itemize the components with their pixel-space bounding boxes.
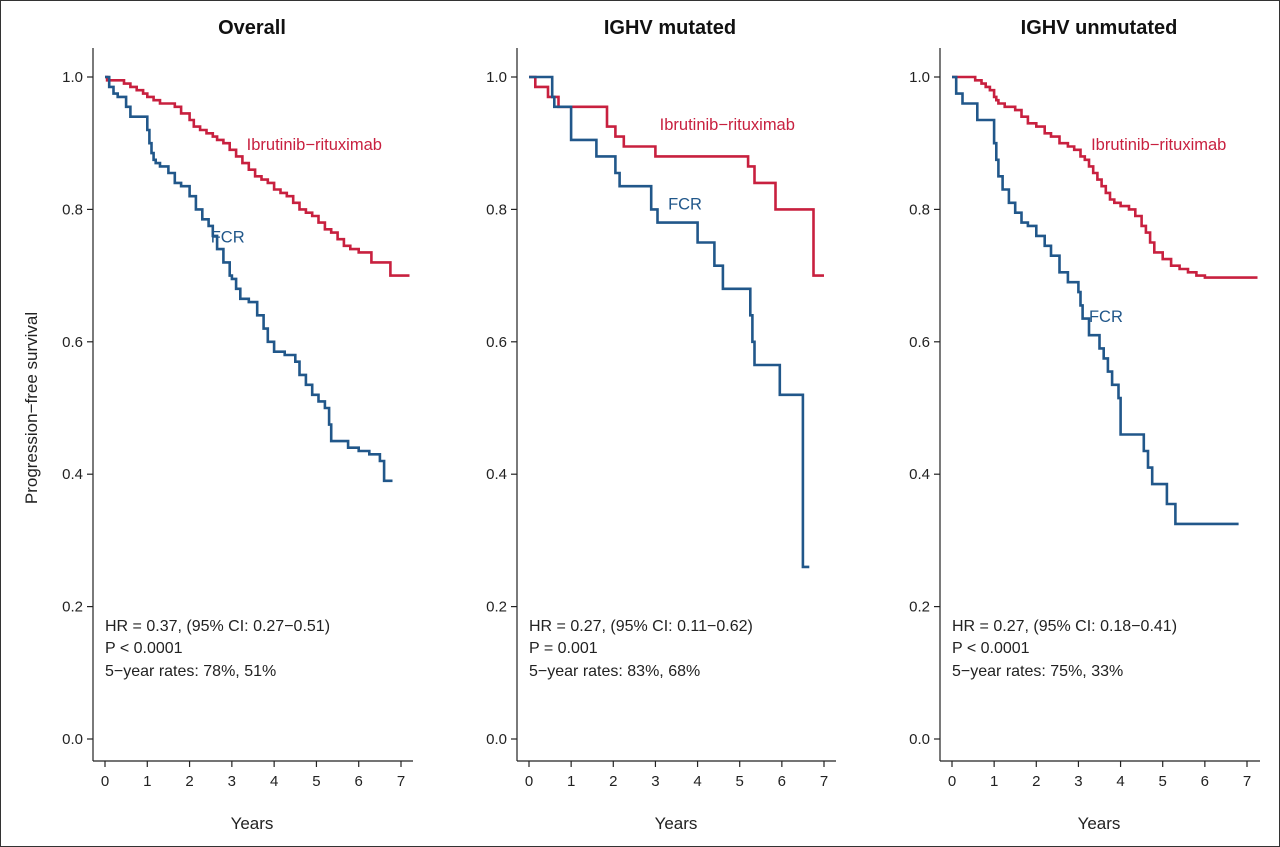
x-tick-label: 0	[525, 773, 533, 790]
x-tick-label: 7	[820, 773, 828, 790]
y-axis-label: Progression−free survival	[22, 312, 41, 504]
y-tick-label: 0.2	[486, 599, 507, 616]
five-year-rates-text: 5−year rates: 75%, 33%	[952, 663, 1123, 680]
y-tick-label: 0.0	[62, 731, 83, 748]
survival-curves: Ibrutinib−rituximab FCR	[952, 75, 1258, 526]
panel-title: IGHV mutated	[604, 17, 736, 39]
x-tick-label: 0	[101, 773, 109, 790]
p-value-text: P < 0.0001	[952, 640, 1030, 657]
panel-title: Overall	[218, 17, 286, 39]
fcr-curve	[105, 75, 393, 483]
five-year-rates-text: 5−year rates: 78%, 51%	[105, 663, 276, 680]
x-tick-label: 2	[609, 773, 617, 790]
y-tick-label: 0.2	[62, 599, 83, 616]
x-tick-label: 4	[270, 773, 278, 790]
x-tick-label: 5	[312, 773, 320, 790]
ibrutinib-rituximab-label: Ibrutinib−rituximab	[247, 136, 382, 154]
panel-ighv-mutated: IGHV mutated 0.00.20.40.60.81.00 1 2 3 4 5 6 7 …	[486, 17, 836, 833]
fcr-label: FCR	[668, 195, 702, 213]
hazard-ratio-text: HR = 0.27, (95% CI: 0.18−0.41)	[952, 618, 1177, 635]
ibrutinib-rituximab-curve	[105, 75, 410, 277]
panel-title: IGHV unmutated	[1021, 17, 1178, 39]
x-tick-label: 7	[1243, 773, 1251, 790]
x-axis-label: Years	[655, 814, 698, 833]
panel-ighv-unmutated: IGHV unmutated 0.0 0.2 0.4 0.6 0.8 1.0 0 1 2 3 4 5 6…	[909, 17, 1260, 833]
x-tick-label: 6	[355, 773, 363, 790]
x-tick-label: 4	[1116, 773, 1124, 790]
y-tick-label: 0.2	[909, 599, 930, 616]
x-axis-label: Years	[231, 814, 274, 833]
y-tick-label: 0.6	[486, 334, 507, 351]
x-tick-label: 5	[1159, 773, 1167, 790]
x-tick-label: 1	[567, 773, 575, 790]
axes: 0.0 0.2 0.4 0.6 0.8 1.0 0 1 2 3 4 5 6 7	[486, 48, 836, 790]
x-tick-label: 6	[1201, 773, 1209, 790]
x-tick-label: 3	[228, 773, 236, 790]
y-tick-label: 0.4	[486, 466, 507, 483]
x-tick-label: 2	[185, 773, 193, 790]
ibrutinib-rituximab-curve	[952, 75, 1258, 279]
x-tick-label: 1	[990, 773, 998, 790]
y-tick-label: 0.6	[909, 334, 930, 351]
y-tick-label: 0.4	[62, 466, 83, 483]
y-tick-label: 0.8	[486, 201, 507, 218]
y-tick-label: 0.0	[486, 731, 507, 748]
hazard-ratio-text: HR = 0.27, (95% CI: 0.11−0.62)	[529, 618, 753, 635]
x-tick-label: 3	[1074, 773, 1082, 790]
y-tick-label: 0.0	[909, 731, 930, 748]
x-tick-label: 5	[736, 773, 744, 790]
y-tick-label: 0.8	[62, 201, 83, 218]
y-tick-label: 0.8	[909, 201, 930, 218]
hazard-ratio-text: HR = 0.37, (95% CI: 0.27−0.51)	[105, 618, 330, 635]
ibrutinib-rituximab-label: Ibrutinib−rituximab	[1091, 136, 1226, 154]
y-tick-label: 0.4	[909, 466, 930, 483]
fcr-curve	[529, 75, 810, 569]
p-value-text: P = 0.001	[529, 640, 598, 657]
x-tick-label: 7	[397, 773, 405, 790]
axes: 0.0 0.2 0.4 0.6 0.8 1.0 0 1 2 3 4 5 6 7	[909, 48, 1260, 790]
ibrutinib-rituximab-label: Ibrutinib−rituximab	[660, 116, 795, 134]
fcr-curve	[952, 75, 1239, 526]
y-tick-label: 1.0	[62, 69, 83, 86]
y-tick-label: 0.6	[62, 334, 83, 351]
x-tick-label: 0	[948, 773, 956, 790]
panel-overall: Overall 0.0 0.2 0.4 0.6 0.8 1.0 0 1 2 3 4 5 6 7 Ibrut…	[22, 17, 413, 833]
x-tick-label: 6	[778, 773, 786, 790]
survival-curves: Ibrutinib−rituximab FCR	[105, 75, 410, 483]
x-tick-label: 4	[693, 773, 701, 790]
x-tick-label: 1	[143, 773, 151, 790]
x-tick-label: 3	[651, 773, 659, 790]
fcr-label: FCR	[1089, 308, 1123, 326]
y-tick-label: 1.0	[909, 69, 930, 86]
five-year-rates-text: 5−year rates: 83%, 68%	[529, 663, 700, 680]
y-tick-label: 1.0	[486, 69, 507, 86]
survival-curves: Ibrutinib−rituximab FCR	[529, 75, 824, 569]
axes: 0.0 0.2 0.4 0.6 0.8 1.0 0 1 2 3 4 5 6 7	[62, 48, 413, 790]
x-tick-label: 2	[1032, 773, 1040, 790]
fcr-label: FCR	[211, 229, 245, 247]
p-value-text: P < 0.0001	[105, 640, 183, 657]
x-axis-label: Years	[1078, 814, 1121, 833]
